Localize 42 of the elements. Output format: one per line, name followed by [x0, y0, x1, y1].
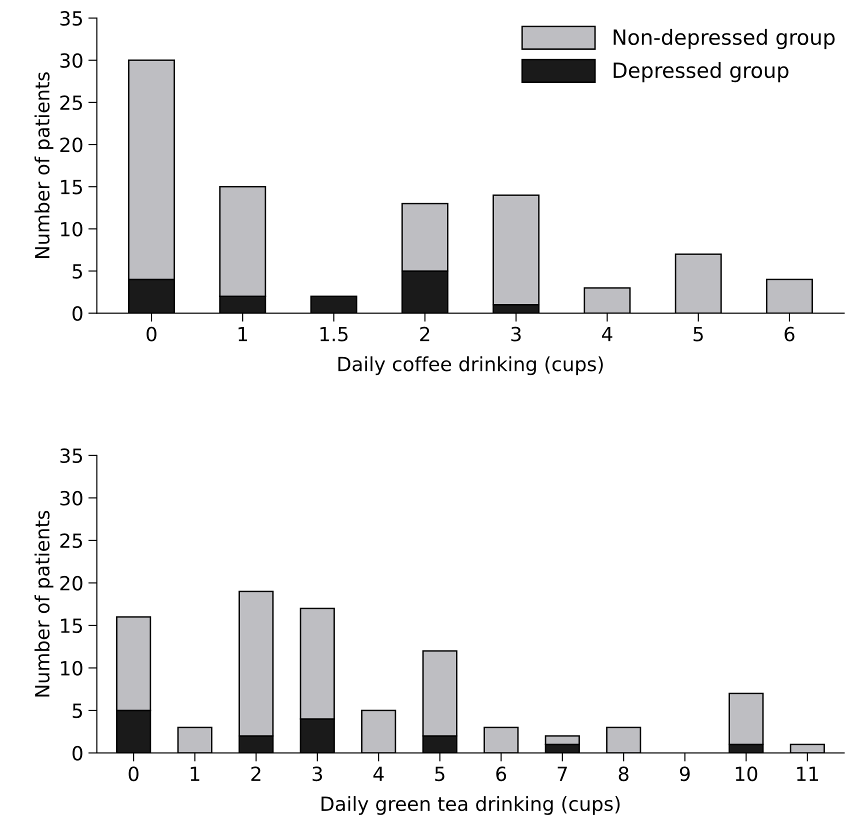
x-tick-label: 11	[797, 766, 818, 781]
y-tick-label: 25	[60, 95, 82, 110]
x-tick-label: 3	[511, 326, 521, 342]
y-tick-label: 10	[61, 222, 82, 237]
y-tick-label: 30	[60, 53, 82, 68]
x-tick-label: 8	[618, 766, 628, 782]
x-tick-label: 6	[496, 766, 506, 782]
y-tick-label: 15	[61, 180, 82, 194]
legend-label: Non-depressed group	[614, 28, 835, 50]
x-tick-label: 7	[558, 766, 567, 781]
y-tick-label: 35	[60, 11, 82, 26]
x-tick-label: 5	[435, 766, 444, 782]
x-tick-label: 2	[251, 766, 260, 781]
x-tick-label: 4	[373, 766, 384, 781]
x-tick-label: 3	[312, 766, 322, 782]
x-tick-label: 2	[420, 326, 430, 342]
x-tick-label: 9	[680, 766, 690, 782]
y-axis-title: Number of patients	[34, 510, 54, 697]
y-axis-title: Number of patients	[34, 72, 54, 258]
y-tick-label: 0	[72, 746, 82, 761]
y-tick-label: 0	[72, 306, 82, 321]
x-tick-label: 1.5	[320, 326, 348, 342]
x-tick-label: 4	[602, 326, 612, 342]
y-tick-label: 20	[60, 576, 82, 591]
y-tick-label: 5	[72, 264, 82, 279]
x-tick-label: 0	[128, 766, 138, 782]
y-tick-label: 20	[60, 138, 82, 152]
y-tick-label: 30	[60, 490, 82, 506]
x-tick-label: 6	[784, 326, 794, 342]
x-axis-title: Daily green tea drinking (cups)	[322, 796, 620, 815]
y-tick-label: 25	[60, 533, 82, 548]
x-tick-label: 5	[694, 326, 703, 342]
legend-label: Depressed group	[614, 62, 788, 82]
x-tick-label: 1	[238, 326, 248, 342]
x-axis-title: Daily coffee drinking (cups)	[338, 356, 603, 376]
y-tick-label: 35	[60, 448, 82, 464]
x-tick-label: 10	[736, 766, 758, 782]
y-tick-label: 5	[72, 704, 82, 718]
y-tick-label: 10	[61, 660, 82, 676]
x-tick-label: 0	[146, 326, 156, 342]
y-tick-label: 15	[61, 618, 82, 634]
x-tick-label: 1	[190, 766, 200, 781]
